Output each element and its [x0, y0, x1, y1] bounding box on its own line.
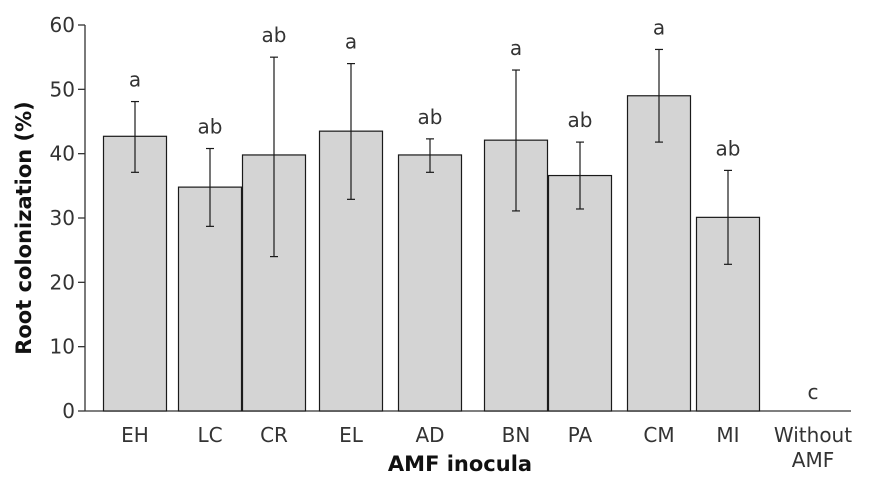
y-axis-title: Root colonization (%): [12, 101, 36, 355]
x-tick-label: BN: [502, 423, 531, 447]
bar: [318, 130, 384, 412]
bar: [241, 154, 307, 412]
bar: [102, 135, 168, 412]
y-tick-label: 0: [62, 399, 75, 423]
significance-letter: a: [510, 36, 522, 60]
significance-letter: ab: [716, 136, 741, 160]
significance-letter: ab: [262, 23, 287, 47]
x-tick-label: EL: [339, 423, 364, 447]
significance-letter: a: [653, 15, 665, 39]
significance-letter: ab: [418, 105, 443, 129]
x-tick-label: AMF: [792, 448, 834, 472]
significance-letter: a: [129, 68, 141, 92]
bar: [547, 174, 613, 412]
x-tick-label: LC: [197, 423, 222, 447]
x-tick-label: CM: [643, 423, 674, 447]
x-tick-label: Without: [774, 423, 852, 447]
significance-letter: c: [808, 380, 819, 404]
x-axis-title: AMF inocula: [388, 452, 532, 476]
y-tick-label: 20: [50, 270, 75, 294]
x-tick-label: AD: [415, 423, 444, 447]
x-tick-label: MI: [716, 423, 739, 447]
bar: [626, 95, 692, 412]
x-tick-label: PA: [568, 423, 593, 447]
y-tick-label: 10: [50, 335, 75, 359]
y-tick-label: 60: [50, 13, 75, 37]
y-tick-label: 40: [50, 142, 75, 166]
error-bars: [131, 48, 732, 265]
bars: [102, 95, 761, 412]
significance-letter: ab: [198, 115, 223, 139]
bar: [397, 154, 463, 412]
x-tick-label: EH: [121, 423, 149, 447]
significance-letter: a: [345, 30, 357, 54]
y-tick-label: 50: [50, 77, 75, 101]
x-tick-label: CR: [260, 423, 288, 447]
significance-letters: a ab ab a ab a ab a ab c: [129, 15, 819, 404]
y-tick-label: 30: [50, 206, 75, 230]
significance-letter: ab: [568, 108, 593, 132]
